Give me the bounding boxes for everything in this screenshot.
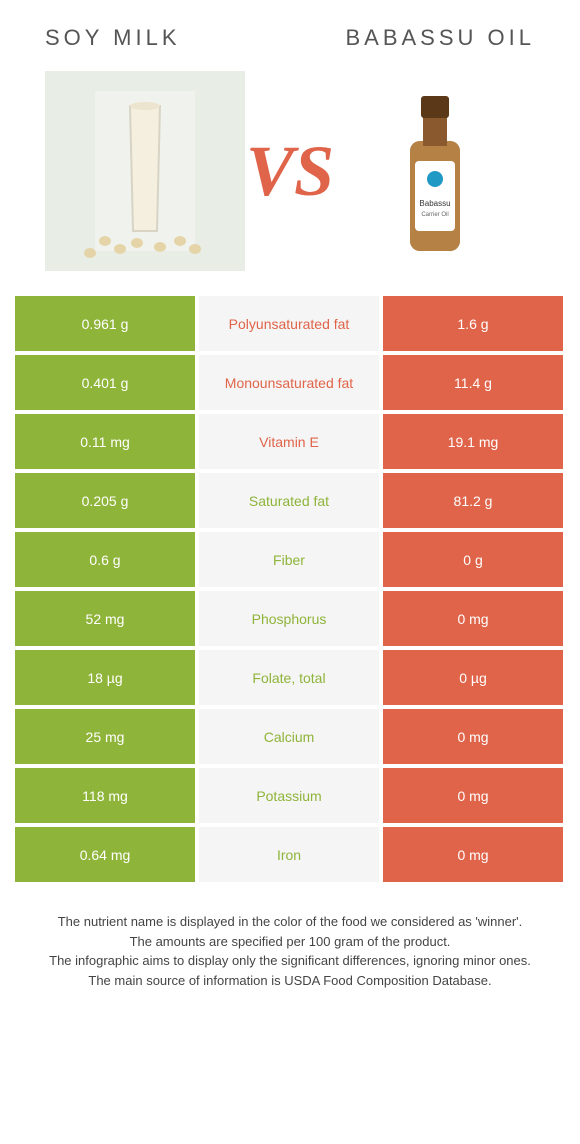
footnote-line: The amounts are specified per 100 gram o… [35,932,545,952]
left-value: 0.11 mg [15,414,195,469]
left-value: 0.6 g [15,532,195,587]
table-row: 118 mgPotassium0 mg [15,768,565,823]
svg-text:Carrier Oil: Carrier Oil [421,212,448,218]
table-row: 25 mgCalcium0 mg [15,709,565,764]
right-value: 81.2 g [383,473,563,528]
nutrient-label: Calcium [199,709,379,764]
babassu-oil-image: Babassu Carrier Oil [335,71,535,271]
right-value: 11.4 g [383,355,563,410]
right-value: 0 g [383,532,563,587]
title-row: Soy milk Babassu oil [15,15,565,71]
left-value: 118 mg [15,768,195,823]
left-value: 0.401 g [15,355,195,410]
footnote-line: The main source of information is USDA F… [35,971,545,991]
left-value: 52 mg [15,591,195,646]
left-value: 0.205 g [15,473,195,528]
table-row: 52 mgPhosphorus0 mg [15,591,565,646]
footnote-line: The infographic aims to display only the… [35,951,545,971]
table-row: 0.11 mgVitamin E19.1 mg [15,414,565,469]
title-left: Soy milk [45,25,181,51]
table-row: 0.6 gFiber0 g [15,532,565,587]
table-row: 18 µgFolate, total0 µg [15,650,565,705]
soy-milk-image [45,71,245,271]
footnotes: The nutrient name is displayed in the co… [15,882,565,1010]
table-row: 0.205 gSaturated fat81.2 g [15,473,565,528]
nutrient-label: Potassium [199,768,379,823]
nutrient-label: Phosphorus [199,591,379,646]
left-value: 0.961 g [15,296,195,351]
nutrient-table: 0.961 gPolyunsaturated fat1.6 g0.401 gMo… [15,296,565,882]
image-row: VS Babassu Carrier Oil [15,71,565,296]
right-value: 0 µg [383,650,563,705]
left-value: 25 mg [15,709,195,764]
nutrient-label: Polyunsaturated fat [199,296,379,351]
right-value: 0 mg [383,591,563,646]
title-right: Babassu oil [345,25,535,51]
table-row: 0.64 mgIron0 mg [15,827,565,882]
right-value: 0 mg [383,768,563,823]
vs-label: VS [246,130,334,213]
right-value: 0 mg [383,827,563,882]
table-row: 0.401 gMonounsaturated fat11.4 g [15,355,565,410]
footnote-line: The nutrient name is displayed in the co… [35,912,545,932]
nutrient-label: Monounsaturated fat [199,355,379,410]
right-value: 1.6 g [383,296,563,351]
left-value: 0.64 mg [15,827,195,882]
svg-text:Babassu: Babassu [419,199,450,208]
table-row: 0.961 gPolyunsaturated fat1.6 g [15,296,565,351]
nutrient-label: Folate, total [199,650,379,705]
nutrient-label: Saturated fat [199,473,379,528]
right-value: 0 mg [383,709,563,764]
right-value: 19.1 mg [383,414,563,469]
infographic: Soy milk Babassu oil VS [0,0,580,1025]
nutrient-label: Iron [199,827,379,882]
nutrient-label: Fiber [199,532,379,587]
left-value: 18 µg [15,650,195,705]
nutrient-label: Vitamin E [199,414,379,469]
